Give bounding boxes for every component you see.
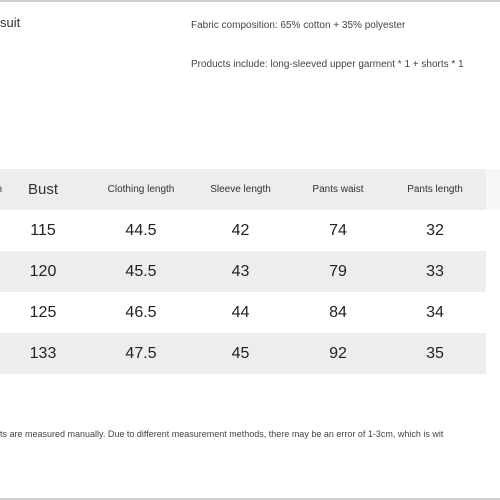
cell-clothing-length: 47.5 [125, 344, 157, 362]
table-row: 115 44.5 42 74 32 [0, 210, 486, 251]
cell-pants-length: 33 [426, 262, 444, 280]
column-header-sleeve-length: Sleeve length [210, 184, 271, 195]
cell-pants-waist: 74 [329, 221, 347, 239]
cell-pants-length: 32 [426, 221, 444, 239]
bottom-border [0, 498, 500, 500]
table-row: 120 45.5 43 79 33 [0, 251, 486, 292]
cell-pants-length: 35 [426, 344, 444, 362]
top-border [0, 0, 500, 2]
column-header-bust: Bust [27, 181, 58, 198]
cell-sleeve-length: 44 [231, 303, 250, 321]
cell-bust: 115 [30, 221, 56, 239]
unit-label: /cm [0, 169, 16, 210]
cell-bust: 120 [29, 262, 57, 280]
fabric-composition-text: Fabric composition: 65% cotton + 35% pol… [191, 20, 406, 31]
cell-pants-waist: 79 [329, 262, 347, 280]
column-header-pants-length: Pants length [407, 184, 463, 195]
cell-clothing-length: 46.5 [125, 303, 157, 321]
cell-clothing-length: 45.5 [125, 262, 157, 280]
cell-sleeve-length: 45 [231, 344, 250, 362]
column-header-clothing-length: Clothing length [107, 184, 175, 195]
cell-clothing-length: 44.5 [125, 221, 157, 239]
product-title-fragment: suit [0, 15, 21, 30]
cell-sleeve-length: 42 [231, 221, 250, 239]
cell-bust: 125 [29, 303, 57, 321]
products-include-text: Products include: long-sleeved upper gar… [191, 59, 464, 70]
size-table-header: /cm Bust Clothing length Sleeve length P… [0, 169, 486, 210]
cell-bust: 133 [29, 344, 57, 362]
cell-sleeve-length: 43 [231, 262, 250, 280]
table-edge-strip [486, 169, 500, 210]
table-row: 125 46.5 44 84 34 [0, 292, 486, 333]
size-table: /cm Bust Clothing length Sleeve length P… [0, 169, 486, 374]
cell-pants-length: 34 [426, 303, 444, 321]
cell-pants-waist: 84 [329, 303, 347, 321]
measurement-note: ts are measured manually. Due to differe… [0, 429, 444, 439]
table-row: 133 47.5 45 92 35 [0, 333, 486, 374]
cell-pants-waist: 92 [329, 344, 347, 362]
column-header-pants-waist: Pants waist [312, 184, 364, 195]
